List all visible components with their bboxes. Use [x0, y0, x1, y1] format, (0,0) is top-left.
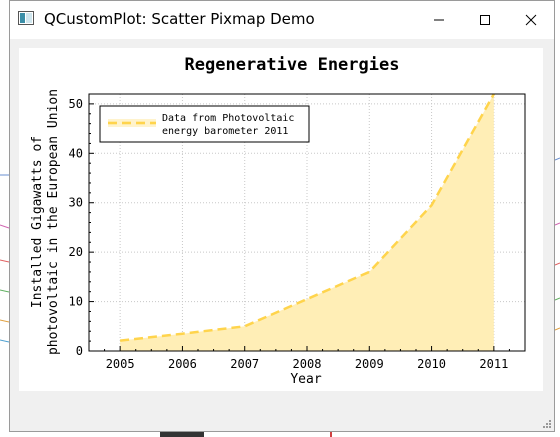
x-tick-label: 2009: [355, 357, 384, 371]
x-tick-label: 2007: [230, 357, 259, 371]
x-axis-label: Year: [290, 372, 321, 387]
y-axis-label-line-1: Installed Gigawatts of: [30, 136, 45, 308]
x-tick-label: 2008: [293, 357, 322, 371]
y-tick-label: 0: [76, 344, 83, 358]
x-tick-label: 2005: [106, 357, 135, 371]
plot-widget[interactable]: Regenerative Energies 2005 2006 2007 2008 20…: [19, 48, 543, 391]
legend[interactable]: Data from Photovoltaic energy barometer …: [99, 105, 310, 143]
chart[interactable]: Regenerative Energies 2005 2006 2007 2008 20…: [19, 48, 543, 391]
legend-series-label-line-1: Data from Photovoltaic: [162, 113, 294, 124]
x-tick-label: 2006: [168, 357, 197, 371]
resize-grip-icon[interactable]: [542, 419, 552, 429]
close-button[interactable]: [508, 1, 554, 39]
series-area-fill: [120, 94, 494, 351]
app-window: QCustomPlot: Scatter Pixmap Demo Regener…: [9, 0, 555, 432]
app-icon: [18, 11, 34, 25]
y-tick-label: 10: [69, 295, 83, 309]
title-bar[interactable]: QCustomPlot: Scatter Pixmap Demo: [10, 1, 554, 39]
y-tick-label: 50: [69, 97, 83, 111]
y-axis-label: Installed Gigawatts of photovoltaic in t…: [30, 89, 61, 355]
x-tick-label: 2011: [479, 357, 508, 371]
legend-series-label-line-2: energy barometer 2011: [162, 126, 288, 137]
y-tick-label: 40: [69, 146, 83, 160]
y-tick-label: 20: [69, 245, 83, 259]
chart-title: Regenerative Energies: [185, 55, 400, 75]
maximize-button[interactable]: [462, 1, 508, 39]
maximize-icon: [480, 15, 490, 25]
legend-series-swatch-fill: [108, 119, 156, 127]
minimize-icon: [434, 19, 444, 21]
window-title: QCustomPlot: Scatter Pixmap Demo: [44, 10, 315, 28]
x-tick-label: 2010: [417, 357, 446, 371]
series-layer: [120, 93, 495, 351]
y-axis-label-line-2: photovoltaic in the European Union: [46, 89, 61, 355]
minimize-button[interactable]: [416, 1, 462, 39]
y-tick-label: 30: [69, 196, 83, 210]
close-icon: [525, 14, 537, 26]
ticks: 2005 2006 2007 2008 2009 2010 2011 0 10 20 30 40 50: [69, 97, 526, 371]
